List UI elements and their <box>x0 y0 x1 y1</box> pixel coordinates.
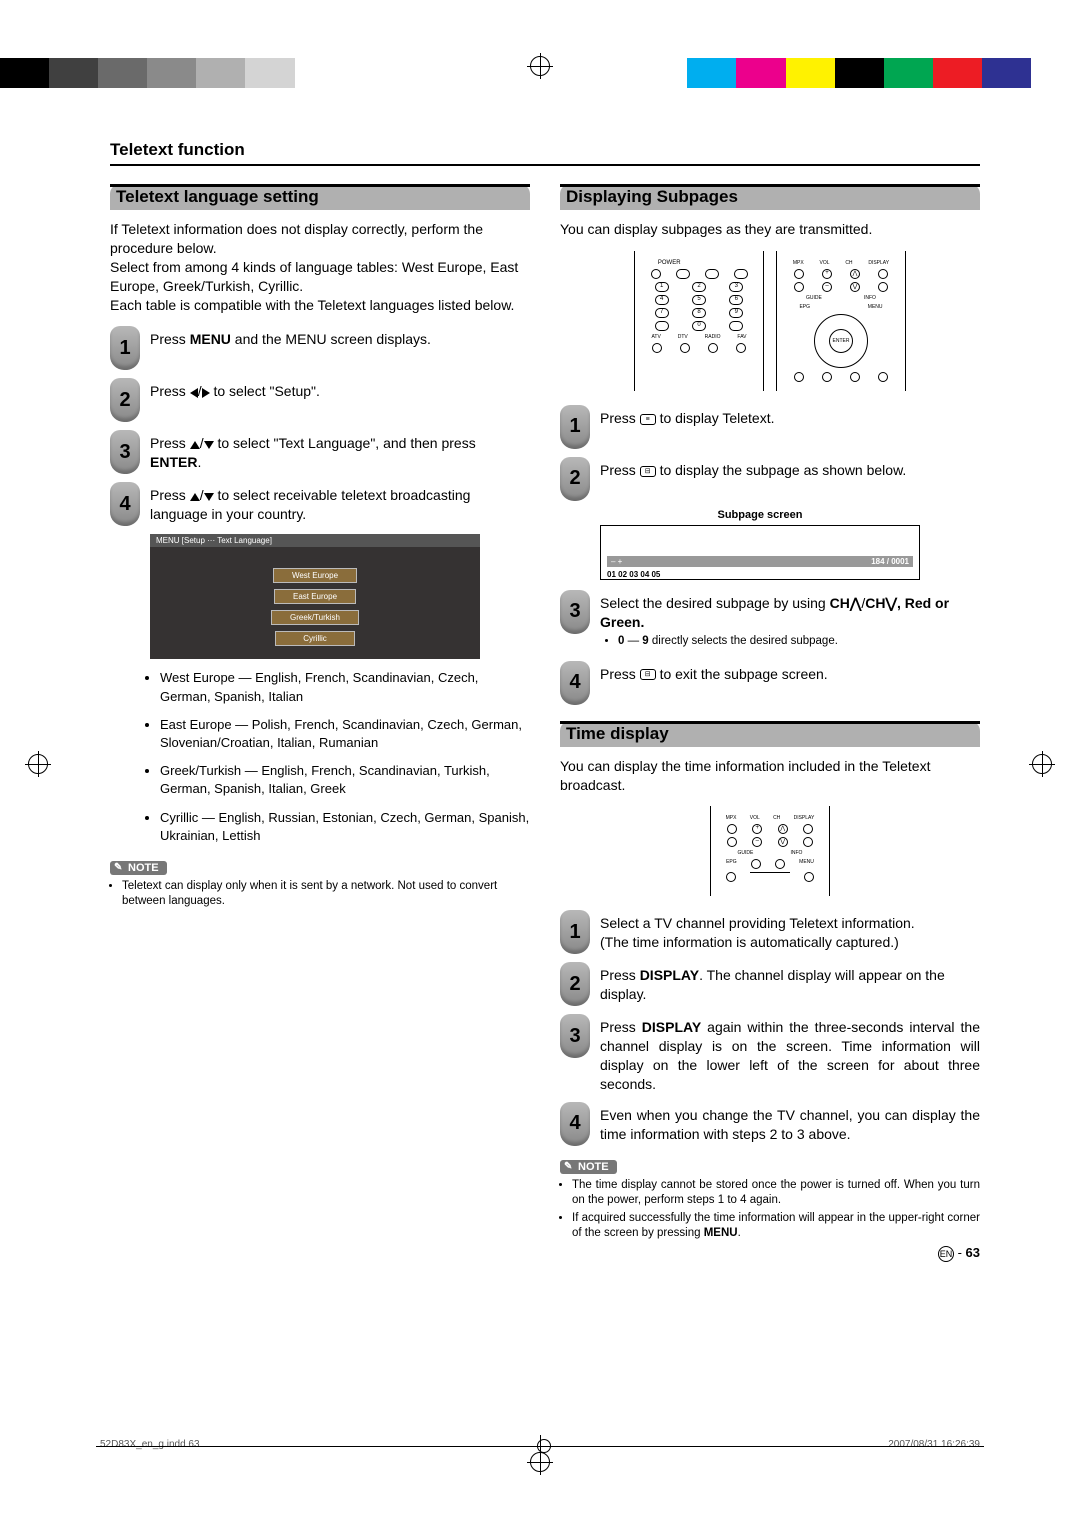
time-step-2: 2 Press DISPLAY. The channel display wil… <box>560 962 980 1006</box>
menu-body: West Europe East Europe Greek/Turkish Cy… <box>150 547 480 659</box>
step-number: 1 <box>560 405 590 449</box>
time-step-3: 3 Press DISPLAY again within the three-s… <box>560 1014 980 1094</box>
heading-teletext-lang: Teletext language setting <box>110 184 530 210</box>
step-number: 1 <box>560 910 590 954</box>
page-number: EN - 63 <box>560 1245 980 1262</box>
step-number: 4 <box>110 482 140 526</box>
step-number: 3 <box>560 590 590 634</box>
right-column: Displaying Subpages You can display subp… <box>560 184 980 1262</box>
registration-mark-right <box>1032 754 1052 774</box>
step-number: 3 <box>110 430 140 474</box>
down-arrow-icon <box>204 441 214 449</box>
time-step-4: 4 Even when you change the TV channel, y… <box>560 1102 980 1146</box>
teletext-icon: ≡ <box>640 414 656 425</box>
up-arrow-icon <box>190 441 200 449</box>
sub-step-1: 1 Press ≡ to display Teletext. <box>560 405 980 449</box>
step-number: 3 <box>560 1014 590 1058</box>
subpage-icon: ⊟ <box>640 466 656 477</box>
menu-item: Cyrillic <box>275 631 355 646</box>
step-2: 2 Press / to select "Setup". <box>110 378 530 422</box>
step-number: 2 <box>110 378 140 422</box>
up-arrow-icon <box>190 493 200 501</box>
remote-left-half: POWER 123 456 789 0 ATVDTVRADIOFAV <box>634 251 764 391</box>
remote-small: MPXVOLCHDISPLAY +⋀ –⋁ GUIDEINFO EPGMENU <box>710 806 830 896</box>
registration-mark-left <box>28 754 48 774</box>
step-3: 3 Press / to select "Text Language", and… <box>110 430 530 474</box>
down-arrow-icon <box>204 493 214 501</box>
note-text: The time display cannot be stored once t… <box>572 1178 980 1241</box>
step-1: 1 Press MENU and the MENU screen display… <box>110 326 530 370</box>
remote-right-half: MPXVOLCHDISPLAY +⋀ –⋁ GUIDEINFO EPGMENU <box>776 251 906 391</box>
list-item: Greek/Turkish — English, French, Scandin… <box>160 762 530 798</box>
remote-diagram-small: MPXVOLCHDISPLAY +⋀ –⋁ GUIDEINFO EPGMENU <box>560 806 980 896</box>
print-footer: 52D83X_en_g.indd 63 2007/08/31 16:26:39 <box>100 1439 980 1453</box>
step-number: 1 <box>110 326 140 370</box>
subpage-screen: Subpage screen – +184 / 0001 01 02 03 04… <box>600 509 920 580</box>
step-number: 2 <box>560 962 590 1006</box>
step-4: 4 Press / to select receivable teletext … <box>110 482 530 526</box>
menu-breadcrumb: MENU [Setup ··· Text Language] <box>150 534 480 547</box>
menu-item: Greek/Turkish <box>271 610 359 625</box>
subpage-icon: ⊟ <box>640 669 656 680</box>
intro-subpages: You can display subpages as they are tra… <box>560 220 980 239</box>
language-list: West Europe — English, French, Scandinav… <box>160 669 530 845</box>
menu-item: East Europe <box>274 589 356 604</box>
sub-step-2: 2 Press ⊟ to display the subpage as show… <box>560 457 980 501</box>
sub-step-3: 3 Select the desired subpage by using CH… <box>560 590 980 653</box>
heading-time: Time display <box>560 721 980 747</box>
list-item: East Europe — Polish, French, Scandinavi… <box>160 716 530 752</box>
left-column: Teletext language setting If Teletext in… <box>110 184 530 1262</box>
step-number: 4 <box>560 1102 590 1146</box>
note-text: Teletext can display only when it is sen… <box>122 879 530 909</box>
list-item: Cyrillic — English, Russian, Estonian, C… <box>160 809 530 845</box>
section-title: Teletext function <box>110 140 980 166</box>
subpage-title: Subpage screen <box>600 509 920 521</box>
menu-screenshot: MENU [Setup ··· Text Language] West Euro… <box>150 534 480 659</box>
intro-time: You can display the time information inc… <box>560 757 980 795</box>
right-arrow-icon <box>202 388 210 398</box>
note-badge: NOTE <box>560 1160 617 1174</box>
remote-diagram: POWER 123 456 789 0 ATVDTVRADIOFAV MPXVO… <box>560 251 980 391</box>
step-number: 2 <box>560 457 590 501</box>
registration-mark-icon <box>537 1439 551 1453</box>
list-item: West Europe — English, French, Scandinav… <box>160 669 530 705</box>
heading-subpages: Displaying Subpages <box>560 184 980 210</box>
sub-step-4: 4 Press ⊟ to exit the subpage screen. <box>560 661 980 705</box>
intro-left: If Teletext information does not display… <box>110 220 530 314</box>
note-badge: NOTE <box>110 861 167 875</box>
time-step-1: 1 Select a TV channel providing Teletext… <box>560 910 980 954</box>
step-number: 4 <box>560 661 590 705</box>
registration-mark-top <box>530 56 550 76</box>
menu-item: West Europe <box>273 568 357 583</box>
left-arrow-icon <box>190 388 198 398</box>
